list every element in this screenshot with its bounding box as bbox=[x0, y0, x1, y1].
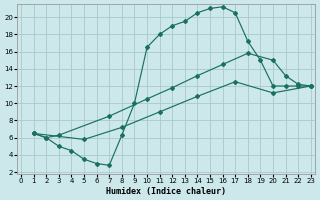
X-axis label: Humidex (Indice chaleur): Humidex (Indice chaleur) bbox=[106, 187, 226, 196]
